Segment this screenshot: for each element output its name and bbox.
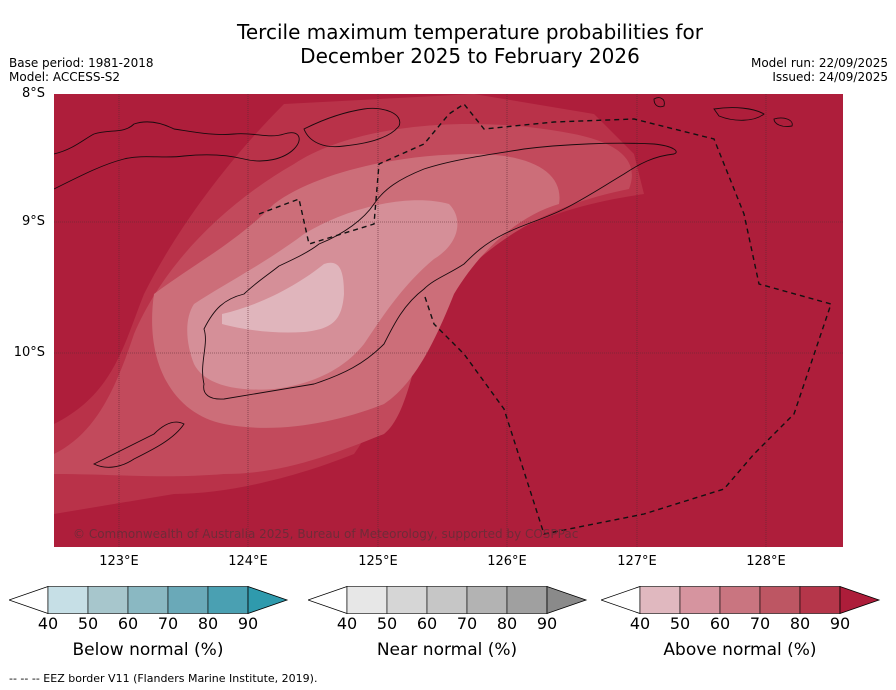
colorbar-above-swatch-60 xyxy=(719,586,761,614)
small-island-2 xyxy=(713,107,765,121)
colorbar-above-swatches xyxy=(601,586,881,614)
timor-coastline xyxy=(202,142,677,400)
colorbar-below-swatch-60 xyxy=(127,586,169,614)
tick-below-60: 60 xyxy=(117,614,139,633)
tick-near-60: 60 xyxy=(416,614,438,633)
flores-coastline xyxy=(54,121,300,190)
colorbar-near-normal xyxy=(308,586,588,614)
tick-below-90: 90 xyxy=(237,614,259,633)
lon-label-124e: 124°E xyxy=(228,554,268,569)
meta-right: Model run: 22/09/2025 Issued: 24/09/2025 xyxy=(751,56,888,84)
sumba-coastline xyxy=(92,421,185,468)
eez-legend-footer: -- -- -- EEZ border V11 (Flanders Marine… xyxy=(9,672,318,685)
colorbar-near-swatch-40 xyxy=(346,586,388,614)
colorbar-above-title: Above normal (%) xyxy=(663,640,817,660)
lat-label-10s: 10°S xyxy=(13,345,45,360)
model-run: Model run: 22/09/2025 xyxy=(750,56,888,70)
lon-label-128e: 128°E xyxy=(746,554,786,569)
colorbar-below-swatch-40 xyxy=(47,586,89,614)
colorbar-below-swatch-50 xyxy=(87,586,129,614)
colorbar-near-swatch-60 xyxy=(426,586,468,614)
small-island-3 xyxy=(773,117,793,127)
tick-above-60: 60 xyxy=(709,614,731,633)
colorbar-near-swatch-70 xyxy=(466,586,508,614)
colorbar-near-swatches xyxy=(308,586,588,614)
tick-above-70: 70 xyxy=(749,614,771,633)
tick-below-40: 40 xyxy=(37,614,59,633)
tick-below-70: 70 xyxy=(157,614,179,633)
chart-title: Tercile maximum temperature probabilitie… xyxy=(0,20,896,68)
tick-above-40: 40 xyxy=(629,614,651,633)
colorbar-below-swatch-80 xyxy=(207,586,249,614)
lon-label-125e: 125°E xyxy=(358,554,398,569)
colorbar-above-max-arrow xyxy=(839,586,881,614)
colorbar-below-normal xyxy=(9,586,289,614)
lat-label-8s: 8°S xyxy=(21,86,45,101)
lon-label-126e: 126°E xyxy=(487,554,527,569)
tick-near-70: 70 xyxy=(456,614,478,633)
small-island-1 xyxy=(653,97,665,108)
tick-above-90: 90 xyxy=(829,614,851,633)
model-name: Model: ACCESS-S2 xyxy=(9,70,121,84)
colorbar-above-swatch-80 xyxy=(799,586,841,614)
colorbar-below-swatches xyxy=(9,586,289,614)
wetar-coastline xyxy=(303,107,401,148)
colorbar-near-max-arrow xyxy=(546,586,588,614)
copyright-notice: © Commonwealth of Australia 2025, Bureau… xyxy=(73,527,579,541)
lon-label-127e: 127°E xyxy=(617,554,657,569)
colorbar-above-normal xyxy=(601,586,881,614)
colorbar-below-max-arrow xyxy=(247,586,289,614)
colorbar-above-swatch-70 xyxy=(759,586,801,614)
tick-above-80: 80 xyxy=(789,614,811,633)
colorbar-below-min-arrow xyxy=(9,586,49,614)
gridlines xyxy=(54,94,843,547)
colorbar-near-swatch-50 xyxy=(386,586,428,614)
title-line-1: Tercile maximum temperature probabilitie… xyxy=(237,20,703,44)
coastlines xyxy=(54,97,793,468)
map-panel xyxy=(54,94,843,547)
colorbar-near-swatch-80 xyxy=(506,586,548,614)
base-period: Base period: 1981-2018 xyxy=(9,56,154,70)
tick-below-50: 50 xyxy=(77,614,99,633)
lon-label-123e: 123°E xyxy=(99,554,139,569)
probability-map xyxy=(54,94,843,547)
colorbar-below-title: Below normal (%) xyxy=(72,640,224,660)
colorbar-above-min-arrow xyxy=(601,586,641,614)
issued-date: Issued: 24/09/2025 xyxy=(772,70,888,84)
lat-label-9s: 9°S xyxy=(21,214,45,229)
colorbar-above-swatch-50 xyxy=(679,586,721,614)
colorbar-above-swatch-40 xyxy=(639,586,681,614)
tick-near-50: 50 xyxy=(376,614,398,633)
colorbar-near-title: Near normal (%) xyxy=(376,640,518,660)
tick-near-40: 40 xyxy=(336,614,358,633)
prob-40-region xyxy=(222,262,344,333)
tick-near-90: 90 xyxy=(536,614,558,633)
tick-near-80: 80 xyxy=(496,614,518,633)
colorbar-near-min-arrow xyxy=(308,586,348,614)
tick-above-50: 50 xyxy=(669,614,691,633)
meta-left: Base period: 1981-2018 Model: ACCESS-S2 xyxy=(9,56,154,84)
colorbar-below-swatch-70 xyxy=(167,586,209,614)
tick-below-80: 80 xyxy=(197,614,219,633)
title-line-2: December 2025 to February 2026 xyxy=(300,44,640,68)
